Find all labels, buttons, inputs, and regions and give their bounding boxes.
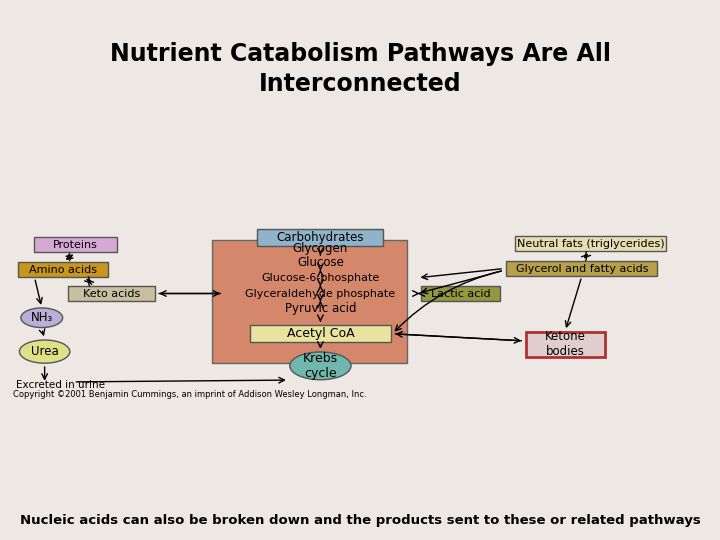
Text: Urea: Urea — [31, 345, 58, 358]
Text: NH₃: NH₃ — [31, 311, 53, 324]
Text: Nucleic acids can also be broken down and the products sent to these or related : Nucleic acids can also be broken down an… — [19, 514, 701, 527]
Text: Nutrient Catabolism Pathways Are All
Interconnected: Nutrient Catabolism Pathways Are All Int… — [109, 42, 611, 96]
Text: Acetyl CoA: Acetyl CoA — [287, 327, 354, 340]
FancyBboxPatch shape — [515, 236, 666, 251]
FancyBboxPatch shape — [526, 332, 605, 357]
Text: Pyruvic acid: Pyruvic acid — [284, 302, 356, 315]
Text: Keto acids: Keto acids — [83, 288, 140, 299]
Text: Amino acids: Amino acids — [30, 265, 97, 275]
Text: Glycogen: Glycogen — [293, 242, 348, 255]
FancyBboxPatch shape — [212, 240, 407, 363]
Text: Proteins: Proteins — [53, 240, 98, 249]
FancyBboxPatch shape — [251, 325, 390, 342]
FancyBboxPatch shape — [421, 286, 500, 301]
Ellipse shape — [19, 340, 70, 363]
Text: Excreted in urine: Excreted in urine — [16, 380, 105, 390]
Text: Carbohydrates: Carbohydrates — [276, 231, 364, 244]
Text: Neutral fats (triglycerides): Neutral fats (triglycerides) — [516, 239, 665, 248]
FancyBboxPatch shape — [506, 261, 657, 276]
Text: Copyright ©2001 Benjamin Cummings, an imprint of Addison Wesley Longman, Inc.: Copyright ©2001 Benjamin Cummings, an im… — [13, 390, 366, 399]
Text: Ketone
bodies: Ketone bodies — [545, 330, 585, 359]
Text: Krebs
cycle: Krebs cycle — [303, 352, 338, 380]
FancyBboxPatch shape — [18, 262, 108, 276]
Text: Glycerol and fatty acids: Glycerol and fatty acids — [516, 264, 648, 274]
Text: Lactic acid: Lactic acid — [431, 288, 490, 299]
Ellipse shape — [21, 308, 63, 328]
Text: Glyceraldehyde phosphate: Glyceraldehyde phosphate — [246, 288, 395, 299]
Text: Glucose: Glucose — [297, 256, 344, 269]
Ellipse shape — [289, 352, 351, 380]
FancyBboxPatch shape — [34, 237, 117, 252]
Text: Glucose-6-phosphate: Glucose-6-phosphate — [261, 273, 379, 283]
FancyBboxPatch shape — [68, 286, 155, 301]
FancyBboxPatch shape — [258, 229, 383, 246]
